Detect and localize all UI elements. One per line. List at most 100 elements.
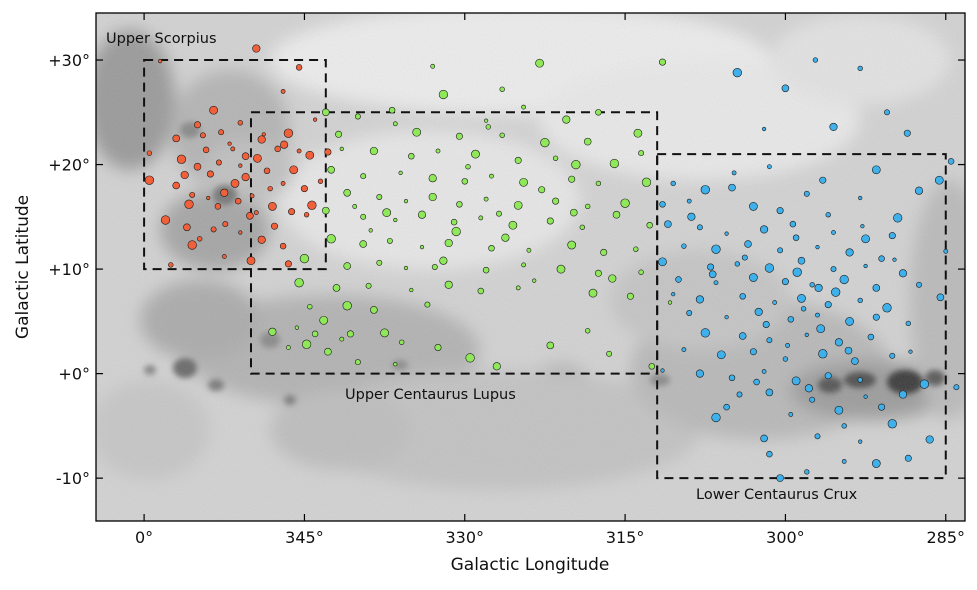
region-label-lower-centaurus-crux: Lower Centaurus Crux bbox=[696, 487, 858, 503]
data-point-upper-centaurus-lupus bbox=[376, 259, 383, 266]
data-point-upper-centaurus-lupus bbox=[465, 353, 475, 363]
data-point-lower-centaurus-crux bbox=[766, 337, 773, 344]
data-point-upper-centaurus-lupus bbox=[568, 175, 576, 183]
x-tick-label: 345° bbox=[285, 528, 324, 547]
data-point-upper-centaurus-lupus bbox=[434, 343, 442, 351]
data-point-upper-centaurus-lupus bbox=[478, 215, 484, 221]
data-point-lower-centaurus-crux bbox=[749, 202, 758, 211]
data-point-lower-centaurus-crux bbox=[731, 170, 737, 176]
data-point-upper-centaurus-lupus bbox=[532, 278, 537, 283]
data-point-lower-centaurus-crux bbox=[947, 158, 955, 165]
data-point-upper-scorpius bbox=[261, 132, 266, 137]
data-point-upper-centaurus-lupus bbox=[360, 173, 367, 180]
x-tick-label: 285° bbox=[926, 528, 965, 547]
data-point-lower-centaurus-crux bbox=[700, 328, 710, 338]
data-point-lower-centaurus-crux bbox=[841, 459, 847, 464]
data-point-lower-centaurus-crux bbox=[834, 405, 844, 415]
data-point-upper-scorpius bbox=[267, 185, 273, 192]
data-point-upper-scorpius bbox=[238, 230, 243, 235]
data-point-upper-centaurus-lupus bbox=[435, 148, 441, 154]
data-point-upper-scorpius bbox=[317, 178, 324, 184]
data-point-lower-centaurus-crux bbox=[857, 377, 863, 383]
data-point-upper-centaurus-lupus bbox=[403, 265, 409, 271]
data-point-lower-centaurus-crux bbox=[764, 263, 775, 273]
x-axis-ticks: 0° 345° 330° 315° 300° 285° bbox=[135, 13, 965, 547]
data-point-upper-centaurus-lupus bbox=[450, 218, 458, 226]
data-point-upper-centaurus-lupus bbox=[489, 173, 494, 179]
data-point-upper-scorpius bbox=[268, 202, 277, 211]
data-point-upper-centaurus-lupus bbox=[465, 164, 471, 170]
data-point-lower-centaurus-crux bbox=[830, 266, 837, 273]
data-point-upper-centaurus-lupus bbox=[501, 233, 510, 242]
data-point-upper-scorpius bbox=[249, 193, 255, 199]
data-point-upper-scorpius bbox=[263, 167, 271, 175]
data-point-lower-centaurus-crux bbox=[788, 412, 794, 417]
data-point-upper-centaurus-lupus bbox=[346, 330, 354, 338]
data-point-upper-scorpius bbox=[305, 150, 315, 160]
data-point-upper-scorpius bbox=[230, 146, 236, 152]
data-point-upper-centaurus-lupus bbox=[488, 244, 495, 252]
data-point-lower-centaurus-crux bbox=[861, 234, 870, 244]
data-point-upper-scorpius bbox=[280, 181, 286, 186]
data-point-lower-centaurus-crux bbox=[767, 164, 772, 170]
data-point-lower-centaurus-crux bbox=[760, 225, 769, 234]
data-point-upper-scorpius bbox=[202, 146, 210, 154]
data-point-upper-scorpius bbox=[199, 132, 206, 139]
data-point-upper-centaurus-lupus bbox=[492, 362, 501, 371]
data-point-upper-centaurus-lupus bbox=[365, 282, 372, 289]
data-point-upper-centaurus-lupus bbox=[327, 166, 335, 174]
data-point-upper-centaurus-lupus bbox=[585, 328, 591, 334]
data-point-lower-centaurus-crux bbox=[696, 224, 703, 231]
region-label-upper-centaurus-lupus: Upper Centaurus Lupus bbox=[345, 387, 516, 403]
data-point-upper-centaurus-lupus bbox=[609, 158, 620, 169]
data-point-upper-scorpius bbox=[241, 152, 250, 160]
data-point-lower-centaurus-crux bbox=[741, 254, 748, 261]
data-point-lower-centaurus-crux bbox=[749, 348, 757, 356]
data-point-upper-centaurus-lupus bbox=[339, 336, 345, 342]
data-point-lower-centaurus-crux bbox=[845, 248, 854, 257]
data-point-lower-centaurus-crux bbox=[675, 276, 682, 283]
data-point-upper-centaurus-lupus bbox=[496, 210, 502, 217]
data-point-lower-centaurus-crux bbox=[914, 186, 924, 195]
data-point-upper-centaurus-lupus bbox=[354, 113, 361, 120]
data-point-upper-centaurus-lupus bbox=[612, 210, 621, 219]
data-point-upper-scorpius bbox=[252, 44, 261, 53]
data-point-upper-scorpius bbox=[172, 134, 180, 143]
data-point-lower-centaurus-crux bbox=[871, 459, 881, 468]
data-point-lower-centaurus-crux bbox=[792, 267, 802, 277]
data-point-lower-centaurus-crux bbox=[815, 245, 820, 250]
data-point-upper-scorpius bbox=[176, 154, 187, 164]
data-point-upper-centaurus-lupus bbox=[633, 246, 639, 252]
data-point-upper-scorpius bbox=[183, 223, 191, 232]
data-point-upper-scorpius bbox=[168, 262, 174, 268]
data-point-upper-scorpius bbox=[193, 162, 202, 171]
data-point-lower-centaurus-crux bbox=[781, 278, 789, 286]
data-point-upper-scorpius bbox=[172, 181, 180, 190]
data-point-upper-scorpius bbox=[307, 200, 317, 210]
data-point-lower-centaurus-crux bbox=[878, 255, 885, 262]
data-point-lower-centaurus-crux bbox=[797, 256, 806, 265]
data-point-upper-centaurus-lupus bbox=[562, 115, 571, 124]
data-point-lower-centaurus-crux bbox=[754, 307, 763, 316]
data-point-upper-centaurus-lupus bbox=[556, 264, 566, 274]
data-point-lower-centaurus-crux bbox=[878, 403, 886, 411]
data-points bbox=[144, 44, 960, 482]
data-point-upper-scorpius bbox=[210, 226, 217, 233]
x-tick-label: 330° bbox=[445, 528, 484, 547]
data-point-lower-centaurus-crux bbox=[898, 269, 908, 278]
data-point-upper-scorpius bbox=[241, 173, 250, 182]
data-point-lower-centaurus-crux bbox=[872, 313, 880, 321]
data-point-lower-centaurus-crux bbox=[858, 439, 863, 444]
data-point-upper-centaurus-lupus bbox=[386, 237, 393, 244]
data-point-upper-centaurus-lupus bbox=[646, 221, 653, 229]
data-point-lower-centaurus-crux bbox=[686, 310, 693, 316]
data-point-upper-centaurus-lupus bbox=[641, 177, 652, 187]
data-point-lower-centaurus-crux bbox=[761, 126, 767, 132]
data-point-upper-centaurus-lupus bbox=[461, 178, 469, 185]
data-point-upper-centaurus-lupus bbox=[419, 245, 425, 250]
data-point-lower-centaurus-crux bbox=[765, 388, 774, 397]
y-axis-ticks: +30° +20° +10° +0° -10° bbox=[48, 51, 965, 488]
data-point-upper-centaurus-lupus bbox=[339, 146, 344, 151]
data-point-upper-centaurus-lupus bbox=[483, 196, 489, 202]
